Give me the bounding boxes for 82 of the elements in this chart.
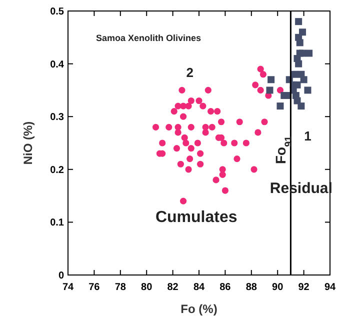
- point: [298, 102, 305, 110]
- point: [306, 50, 313, 57]
- point: [242, 140, 250, 146]
- y-tick-label: 0.5: [50, 6, 64, 18]
- point: [200, 102, 206, 110]
- point: [194, 140, 201, 146]
- point: [236, 118, 243, 126]
- point: [174, 129, 182, 136]
- point: [298, 28, 306, 36]
- point: [166, 124, 172, 130]
- point: [208, 124, 216, 130]
- text: Samoa Xenolith Olivines: [96, 33, 202, 43]
- y-tick-label: 0: [58, 270, 64, 282]
- point: [296, 39, 304, 46]
- point: [276, 86, 284, 94]
- point: [295, 18, 302, 26]
- y-tick-label: 0.3: [50, 112, 64, 124]
- x-tick-label: 92: [298, 282, 310, 293]
- point: [185, 166, 192, 173]
- point: [268, 76, 275, 84]
- y-tick-label: 0.4: [50, 59, 64, 70]
- point: [214, 108, 221, 115]
- x-tick-label: 88: [246, 282, 258, 293]
- x-tick-label: 76: [88, 282, 100, 293]
- point: [170, 108, 178, 115]
- point: [254, 129, 262, 136]
- point: [186, 156, 194, 162]
- x-tick-label: 82: [167, 282, 179, 293]
- point: [202, 129, 209, 136]
- point: [188, 124, 194, 130]
- point: [231, 140, 238, 146]
- x-tick-label: 80: [141, 282, 153, 293]
- annotation: Cumulates: [155, 209, 238, 226]
- y-axis-title: NiO (%): [21, 121, 35, 165]
- point: [276, 102, 284, 110]
- point: [304, 86, 312, 94]
- point: [180, 198, 187, 204]
- point: [185, 102, 192, 110]
- point: [300, 76, 308, 84]
- point: [182, 140, 190, 146]
- x-tick-label: 90: [272, 282, 284, 293]
- point: [188, 144, 194, 152]
- point: [257, 66, 264, 72]
- point: [178, 86, 186, 94]
- point: [222, 187, 228, 194]
- point: [298, 50, 306, 57]
- x-axis-title: Fo (%): [180, 302, 218, 316]
- point: [261, 118, 268, 126]
- y-tick-label: 0.2: [50, 164, 64, 176]
- point: [212, 176, 220, 184]
- point: [218, 118, 225, 126]
- point: [220, 140, 228, 146]
- x-tick-label: 84: [193, 282, 205, 293]
- point: [197, 150, 204, 157]
- annotation: 2: [186, 65, 194, 80]
- point: [219, 171, 226, 178]
- y-tick-label: 0.1: [50, 218, 64, 229]
- point: [250, 166, 258, 173]
- point: [257, 86, 264, 94]
- point: [173, 144, 180, 152]
- x-tick-label: 94: [324, 282, 336, 293]
- point: [159, 140, 166, 146]
- point: [181, 134, 188, 142]
- point: [180, 113, 187, 120]
- point: [260, 71, 266, 78]
- point: [177, 160, 184, 168]
- x-tick-label: 74: [62, 282, 74, 293]
- point: [207, 108, 214, 115]
- point: [294, 81, 301, 88]
- annotation: 1: [304, 128, 312, 144]
- point: [180, 102, 187, 110]
- x-tick-label: 86: [220, 282, 232, 293]
- x-tick-label: 78: [114, 282, 126, 293]
- point: [295, 60, 302, 68]
- point: [266, 86, 274, 94]
- point: [197, 160, 204, 168]
- point: [188, 97, 194, 104]
- point: [234, 156, 240, 162]
- point: [152, 124, 160, 130]
- point: [196, 97, 202, 104]
- point: [204, 86, 212, 94]
- point: [252, 82, 259, 88]
